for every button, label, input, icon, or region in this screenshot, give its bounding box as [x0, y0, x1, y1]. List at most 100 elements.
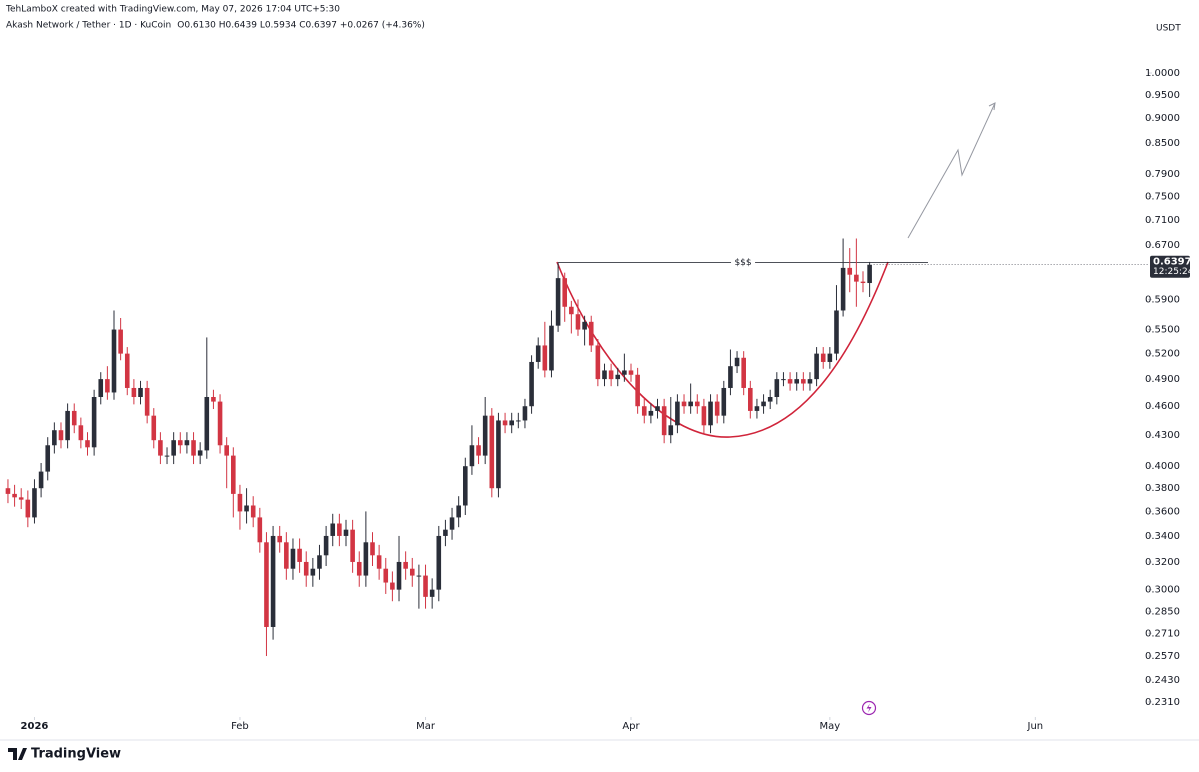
- x-tick-label: Apr: [622, 721, 640, 732]
- candle-body: [615, 374, 621, 380]
- brand-logo: [8, 748, 27, 760]
- candle-body: [18, 497, 24, 500]
- y-tick-label: 0.2570: [1145, 651, 1180, 662]
- candle-body: [237, 493, 243, 512]
- y-tick-label: 0.2850: [1145, 607, 1180, 618]
- candle-body: [814, 353, 819, 380]
- candle-body: [496, 420, 501, 489]
- candle-body: [661, 406, 667, 436]
- candle-body: [462, 466, 468, 506]
- candle-body: [794, 379, 800, 384]
- candle-body: [840, 267, 846, 311]
- resistance-label: $$$: [734, 258, 751, 268]
- candle-body: [350, 529, 355, 562]
- y-tick-label: 0.4900: [1145, 374, 1180, 385]
- candle-body: [542, 345, 548, 371]
- candle-body: [754, 406, 760, 411]
- candle-body: [449, 517, 455, 530]
- candle-body: [860, 281, 866, 284]
- candle-body: [767, 397, 773, 402]
- candle-body: [330, 523, 336, 536]
- candle-body: [138, 387, 143, 398]
- candle-body: [323, 535, 329, 556]
- candle-body: [337, 523, 342, 536]
- candle-body: [231, 455, 236, 494]
- candle-body: [85, 440, 90, 448]
- candle-body: [827, 353, 833, 362]
- candle-body: [257, 517, 263, 543]
- candle-body: [456, 505, 461, 518]
- candle-body: [423, 575, 428, 597]
- ohlc-legend: O0.6130 H0.6439 L0.5934 C0.6397 +0.0267 …: [177, 21, 425, 31]
- x-tick-label: Feb: [231, 721, 249, 732]
- candle-body: [675, 401, 680, 426]
- candle-body: [264, 542, 269, 627]
- candle-body: [443, 529, 448, 536]
- candle-body: [482, 415, 488, 456]
- candle-body: [78, 425, 84, 441]
- currency: USDT: [1156, 24, 1181, 34]
- candle-body: [701, 406, 707, 426]
- y-tick-label: 0.2310: [1145, 697, 1180, 708]
- candle-body: [191, 440, 196, 456]
- candle-body: [12, 493, 17, 498]
- candle-body: [403, 561, 408, 569]
- y-tick-label: 0.2710: [1145, 628, 1180, 639]
- candle-body: [151, 415, 157, 441]
- candle-body: [509, 420, 514, 426]
- projection-arrow: [907, 102, 996, 239]
- y-tick-label: 0.9000: [1145, 113, 1180, 124]
- candle-body: [721, 387, 727, 416]
- candle-body: [211, 397, 216, 402]
- y-tick-label: 0.7100: [1145, 215, 1180, 226]
- candle-body: [25, 499, 31, 518]
- candle-body: [396, 561, 402, 590]
- candle-body: [622, 370, 627, 375]
- candle-body: [628, 370, 634, 375]
- candle-body: [98, 379, 104, 398]
- x-tick-label: 2026: [21, 721, 49, 732]
- candle-body: [575, 314, 581, 330]
- y-tick-label: 0.9500: [1145, 90, 1180, 101]
- candle-body: [416, 575, 422, 577]
- credit: TehLamboX created with TradingView.com, …: [5, 5, 340, 15]
- candle-body: [569, 306, 574, 315]
- candle-body: [681, 401, 687, 407]
- candle-body: [801, 379, 806, 384]
- candle-body: [807, 379, 813, 384]
- y-tick-label: 0.4600: [1145, 401, 1180, 412]
- candle-body: [111, 329, 117, 393]
- candle-body: [522, 406, 528, 421]
- last-price-tag: [1150, 255, 1190, 278]
- candle-body: [516, 420, 521, 422]
- y-tick-label: 0.5200: [1145, 349, 1180, 360]
- candle-body: [131, 387, 137, 398]
- event-icon[interactable]: [861, 700, 877, 716]
- candle-body: [343, 529, 349, 536]
- brand: TradingView: [31, 747, 121, 762]
- candle-body: [409, 568, 415, 576]
- candle-body: [184, 440, 190, 446]
- arrow-head: [988, 102, 996, 111]
- candle-body: [734, 357, 740, 367]
- candle-body: [390, 582, 395, 590]
- candle-body: [71, 410, 77, 426]
- candle-body: [529, 361, 534, 407]
- x-tick-label: May: [820, 721, 841, 732]
- candle-body: [376, 555, 382, 569]
- candle-body: [105, 379, 110, 393]
- x-tick-label: Jun: [1027, 721, 1044, 732]
- candle-body: [714, 401, 720, 416]
- candle-body: [244, 505, 249, 512]
- y-tick-label: 0.3200: [1145, 557, 1180, 568]
- candle-body: [177, 440, 183, 446]
- y-tick-label: 0.2430: [1145, 675, 1180, 686]
- candle-body: [688, 401, 693, 407]
- candle-body: [476, 445, 481, 456]
- y-tick-label: 0.8500: [1145, 138, 1180, 149]
- candle-body: [38, 471, 44, 489]
- candle-body: [748, 387, 753, 411]
- candle-body: [595, 345, 601, 380]
- y-tick-label: 0.7500: [1145, 191, 1180, 202]
